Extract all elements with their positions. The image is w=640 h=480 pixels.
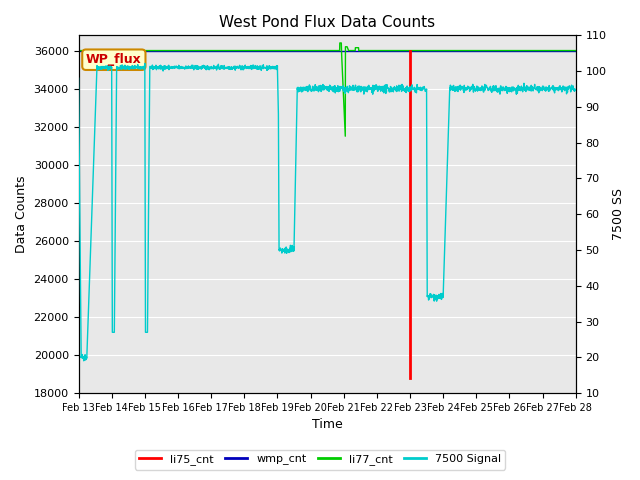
Legend: li75_cnt, wmp_cnt, li77_cnt, 7500 Signal: li75_cnt, wmp_cnt, li77_cnt, 7500 Signal xyxy=(135,450,505,469)
Y-axis label: 7500 SS: 7500 SS xyxy=(612,188,625,240)
Text: WP_flux: WP_flux xyxy=(86,53,141,66)
X-axis label: Time: Time xyxy=(312,419,342,432)
Y-axis label: Data Counts: Data Counts xyxy=(15,176,28,253)
Title: West Pond Flux Data Counts: West Pond Flux Data Counts xyxy=(219,15,435,30)
